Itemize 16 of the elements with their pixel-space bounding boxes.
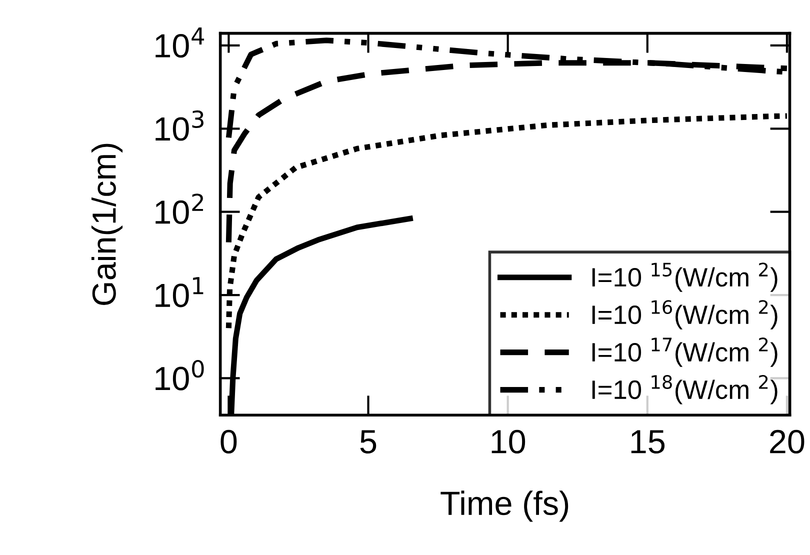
x-tick-label: 15: [631, 430, 665, 454]
y-tick-label: 10$^{1}$: [156, 277, 204, 308]
y-tick-label: 10$^{4}$: [156, 28, 204, 58]
y-tick-label: 10$^{0}$: [156, 360, 204, 390]
legend-label: I=10 $^{16}$(W/cm $^{2}$): [592, 300, 778, 330]
x-tick-label: 10: [492, 430, 526, 454]
legend-label: I=10 $^{17}$(W/cm $^{2}$): [592, 338, 778, 367]
x-tick-label: 0: [220, 430, 237, 454]
y-tick-label: 10$^{3}$: [156, 110, 204, 141]
legend-label: I=10 $^{15}$(W/cm $^{2}$): [592, 262, 778, 292]
x-tick-label: 5: [360, 430, 376, 454]
x-axis-title: Time (fs): [440, 490, 568, 522]
y-tick-label: 10$^{2}$: [156, 194, 203, 224]
legend-label: I=10 $^{18}$(W/cm $^{2}$): [592, 375, 778, 404]
x-tick-label: 20: [770, 430, 804, 454]
y-axis-title: Gain(1/cm): [91, 144, 123, 305]
